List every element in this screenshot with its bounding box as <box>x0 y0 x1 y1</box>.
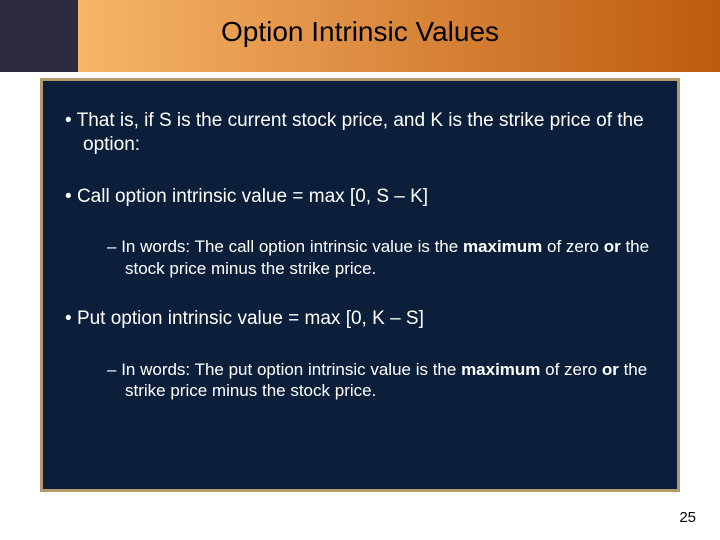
content-box: That is, if S is the current stock price… <box>40 78 680 492</box>
text-bold: maximum <box>463 237 542 256</box>
text: In words: The call option intrinsic valu… <box>121 237 463 256</box>
text-bold: or <box>602 360 619 379</box>
text-bold: maximum <box>461 360 540 379</box>
bullet-put-formula: Put option intrinsic value = max [0, K –… <box>65 307 655 331</box>
bullet-call-formula: Call option intrinsic value = max [0, S … <box>65 185 655 209</box>
bullet-intro: That is, if S is the current stock price… <box>65 109 655 157</box>
page-number: 25 <box>679 509 696 526</box>
bullet-call-words: In words: The call option intrinsic valu… <box>107 236 655 279</box>
content-inner: That is, if S is the current stock price… <box>43 81 677 431</box>
text: of zero <box>540 360 601 379</box>
bullet-put-words: In words: The put option intrinsic value… <box>107 359 655 402</box>
slide: Option Intrinsic Values That is, if S is… <box>0 0 720 540</box>
text-bold: or <box>604 237 621 256</box>
text: In words: The put option intrinsic value… <box>121 360 461 379</box>
slide-title: Option Intrinsic Values <box>0 16 720 48</box>
text: of zero <box>542 237 603 256</box>
